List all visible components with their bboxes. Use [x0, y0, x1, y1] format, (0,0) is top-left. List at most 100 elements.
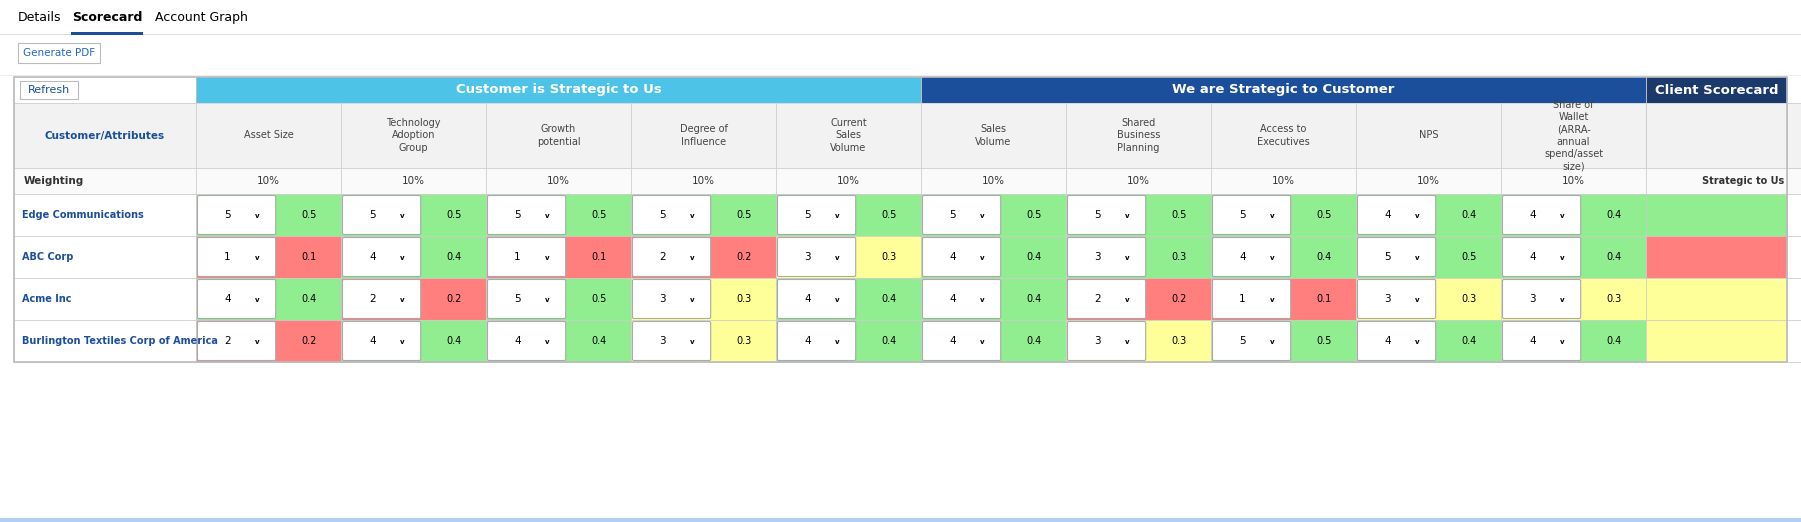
Bar	[1500, 320, 1646, 362]
Text: 0.4: 0.4	[1606, 252, 1621, 262]
Text: 0.5: 0.5	[881, 210, 897, 220]
Text: 0.4: 0.4	[881, 336, 897, 346]
FancyBboxPatch shape	[922, 279, 1001, 318]
Bar	[630, 320, 776, 362]
FancyBboxPatch shape	[1212, 196, 1291, 234]
Bar	[1356, 278, 1500, 320]
Text: 0.1: 0.1	[301, 252, 317, 262]
Bar	[1210, 194, 1356, 236]
Text: Strategic to Us: Strategic to Us	[1702, 176, 1785, 186]
FancyBboxPatch shape	[342, 279, 421, 318]
Bar	[1210, 278, 1356, 320]
FancyBboxPatch shape	[778, 238, 855, 277]
Bar	[1500, 236, 1646, 278]
Text: 4: 4	[1385, 336, 1390, 346]
Text: v: v	[1126, 255, 1129, 262]
Text: 5: 5	[1239, 336, 1246, 346]
Text: 4: 4	[369, 336, 376, 346]
Text: v: v	[1126, 339, 1129, 346]
Text: v: v	[546, 213, 549, 219]
Bar	[1500, 168, 1646, 194]
Text: 0.5: 0.5	[1317, 336, 1331, 346]
Text: v: v	[836, 298, 839, 303]
Bar	[1356, 236, 1500, 278]
Bar	[1066, 320, 1210, 362]
Text: 0.5: 0.5	[1171, 210, 1187, 220]
Text: 0.4: 0.4	[301, 294, 317, 304]
FancyBboxPatch shape	[488, 238, 566, 277]
Text: 4: 4	[369, 252, 376, 262]
Text: Customer is Strategic to Us: Customer is Strategic to Us	[456, 84, 661, 97]
Text: Asset Size: Asset Size	[243, 130, 294, 140]
Text: 0.5: 0.5	[591, 294, 607, 304]
Bar	[486, 168, 630, 194]
Bar	[0, 75, 1801, 76]
Text: 10%: 10%	[837, 176, 861, 186]
Text: 4: 4	[225, 294, 231, 304]
Text: 0.2: 0.2	[447, 294, 461, 304]
Text: v: v	[836, 255, 839, 262]
Text: 0.5: 0.5	[447, 210, 461, 220]
Bar	[196, 278, 340, 320]
Text: 2: 2	[1095, 294, 1100, 304]
Bar	[0, 518, 1801, 522]
Text: v: v	[836, 339, 839, 346]
FancyBboxPatch shape	[488, 279, 566, 318]
Text: 5: 5	[369, 210, 376, 220]
FancyBboxPatch shape	[922, 196, 1001, 234]
Text: Scorecard: Scorecard	[72, 11, 142, 24]
Text: 0.4: 0.4	[1027, 336, 1041, 346]
Bar	[1500, 194, 1646, 236]
Text: v: v	[690, 213, 695, 219]
Bar	[20, 81, 77, 99]
Text: 4: 4	[1239, 252, 1246, 262]
Bar	[1210, 320, 1356, 362]
Text: 0.5: 0.5	[1461, 252, 1477, 262]
Text: NPS: NPS	[1419, 130, 1439, 140]
Bar	[0, 34, 1801, 35]
FancyBboxPatch shape	[488, 196, 566, 234]
Text: 2: 2	[369, 294, 376, 304]
Text: v: v	[400, 213, 405, 219]
Text: Shared
Business
Planning: Shared Business Planning	[1117, 118, 1160, 153]
Text: v: v	[256, 213, 259, 219]
Text: 3: 3	[1095, 252, 1100, 262]
FancyBboxPatch shape	[1068, 279, 1145, 318]
Text: 0.1: 0.1	[591, 252, 607, 262]
Text: 4: 4	[1529, 252, 1536, 262]
Text: Current
Sales
Volume: Current Sales Volume	[830, 118, 866, 153]
Bar	[1646, 278, 1801, 320]
FancyBboxPatch shape	[922, 322, 1001, 361]
FancyBboxPatch shape	[778, 322, 855, 361]
Text: 0.3: 0.3	[1171, 252, 1187, 262]
Text: v: v	[546, 255, 549, 262]
Text: 10%: 10%	[1127, 176, 1151, 186]
FancyBboxPatch shape	[1212, 279, 1291, 318]
Text: 3: 3	[1529, 294, 1536, 304]
Text: 10%: 10%	[1561, 176, 1585, 186]
Text: Customer/Attributes: Customer/Attributes	[45, 130, 166, 140]
Bar	[1646, 103, 1801, 168]
Bar	[1500, 103, 1646, 168]
Bar	[196, 168, 340, 194]
Text: 3: 3	[1095, 336, 1100, 346]
Text: v: v	[836, 213, 839, 219]
Text: 5: 5	[225, 210, 231, 220]
Text: 0.4: 0.4	[447, 252, 461, 262]
Text: 0.2: 0.2	[1171, 294, 1187, 304]
Bar	[776, 278, 920, 320]
Text: v: v	[546, 339, 549, 346]
Bar	[776, 168, 920, 194]
Text: v: v	[1126, 298, 1129, 303]
Bar	[1066, 194, 1210, 236]
FancyBboxPatch shape	[342, 196, 421, 234]
Text: v: v	[256, 255, 259, 262]
Text: v: v	[1270, 339, 1275, 346]
Text: 0.3: 0.3	[737, 336, 751, 346]
Bar	[486, 194, 630, 236]
Bar	[14, 168, 196, 194]
Bar	[14, 103, 196, 168]
Text: v: v	[1416, 298, 1419, 303]
Bar	[14, 278, 196, 320]
FancyBboxPatch shape	[632, 322, 711, 361]
